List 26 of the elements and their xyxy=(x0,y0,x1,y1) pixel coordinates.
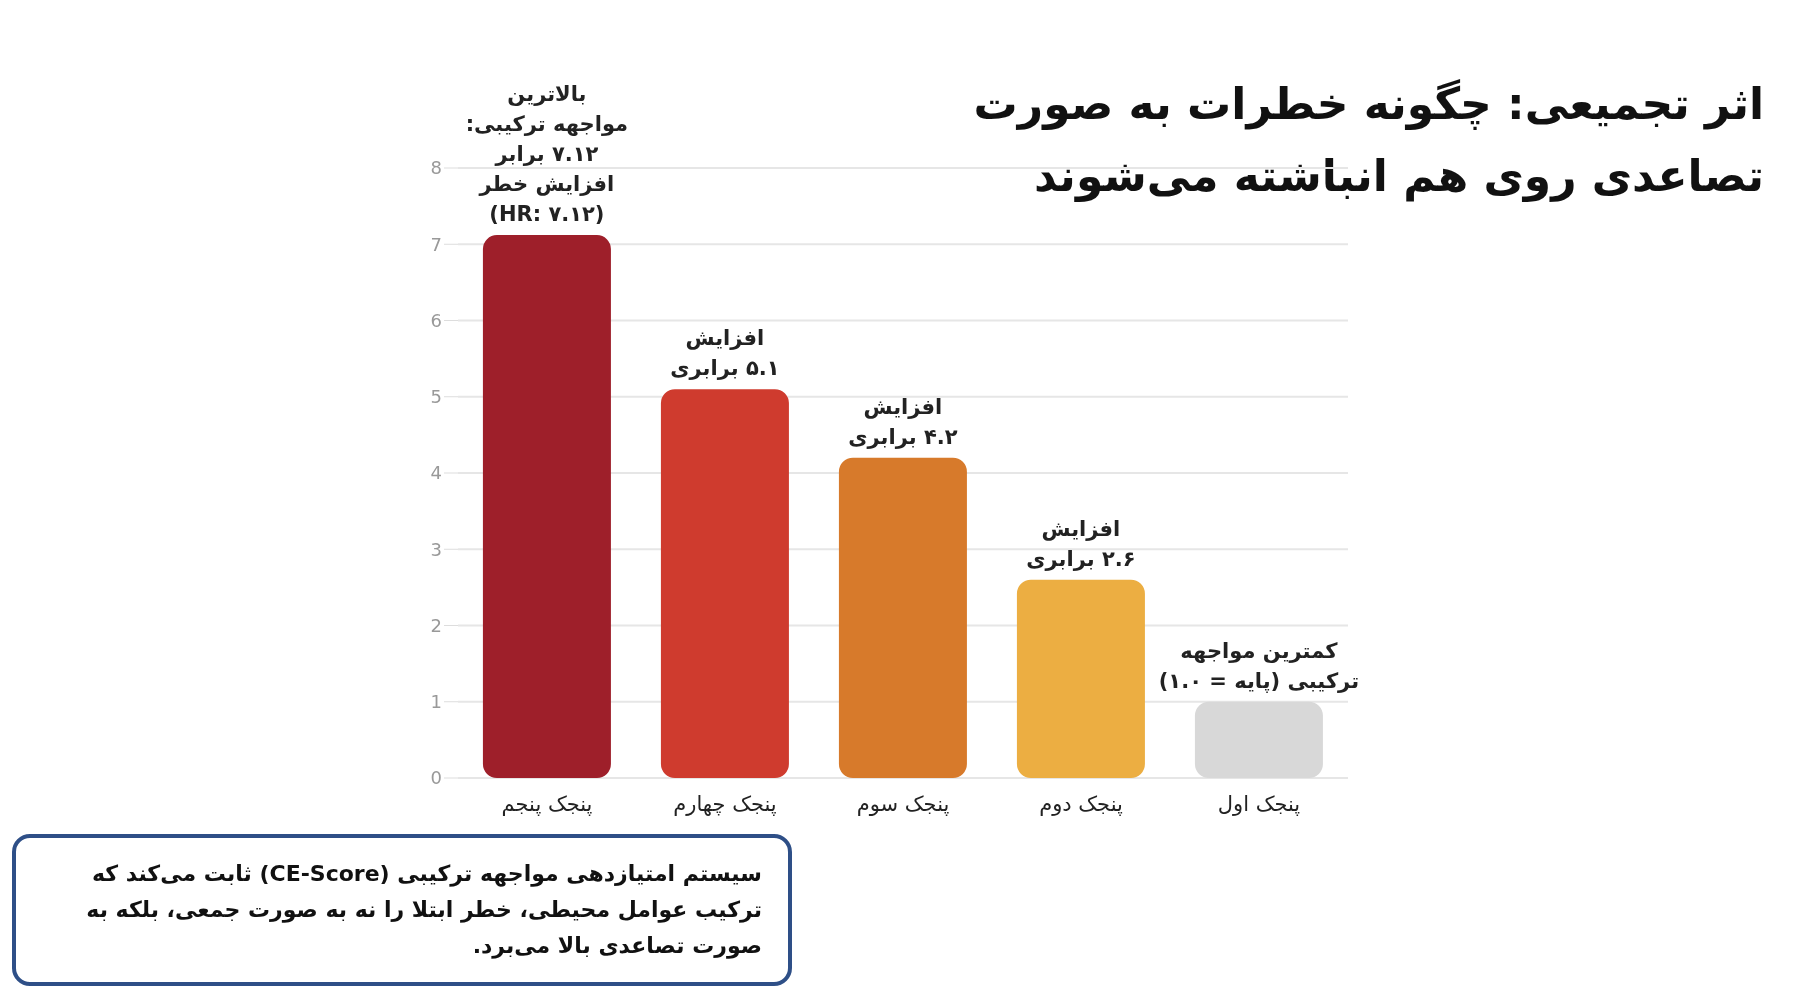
x-tick-label: پنجک دوم xyxy=(1039,791,1124,816)
y-tick-label: 7 xyxy=(430,233,442,255)
data-label: بالاترین مواجهه ترکیبی: ۷.۱۲ برابر افزایش خطر (HR: ۷.۱۲) xyxy=(465,82,629,227)
data-label: افزایش ۵.۱ برابری xyxy=(670,326,780,381)
y-tick-label: 0 xyxy=(430,767,442,789)
y-tick-label: 8 xyxy=(430,157,442,179)
data-label: افزایش ۲.۶ برابری xyxy=(1026,516,1136,571)
y-tick-label: 4 xyxy=(430,462,442,484)
x-tick-label: پنجک پنجم xyxy=(501,791,593,817)
x-tick-label: پنجک اول xyxy=(1217,791,1301,816)
x-tick-label: پنجک سوم xyxy=(856,791,950,816)
data-label: کمترین مواجهه ترکیبی (پایه = ۱.۰) xyxy=(1158,638,1360,693)
y-tick-label: 2 xyxy=(430,614,442,636)
y-tick-label: 6 xyxy=(430,309,442,331)
y-tick-label: 1 xyxy=(430,691,442,713)
bar xyxy=(482,235,611,778)
bar xyxy=(838,457,967,778)
x-tick-label: پنجک چهارم xyxy=(673,791,777,816)
bar xyxy=(1016,579,1145,778)
chart-title: اثر تجمیعی: چگونه خطرات به صورت تصاعدی روی هم انباشته می‌شوند xyxy=(972,77,1764,204)
bar xyxy=(660,389,789,778)
y-tick-label: 3 xyxy=(430,538,442,560)
data-label: افزایش ۴.۲ برابری xyxy=(848,394,958,449)
bar xyxy=(1194,701,1323,778)
y-tick-label: 5 xyxy=(430,386,442,408)
text: سیستم امتیازدهی مواجهه ترکیبی (CE-Score) ثابت می‌کند که ترکیب عوامل محیطی، خطر ابتلا را نه به صورت جمعی، بلکه به صورت تصاعدی بالا می‌برد. xyxy=(12,834,792,986)
